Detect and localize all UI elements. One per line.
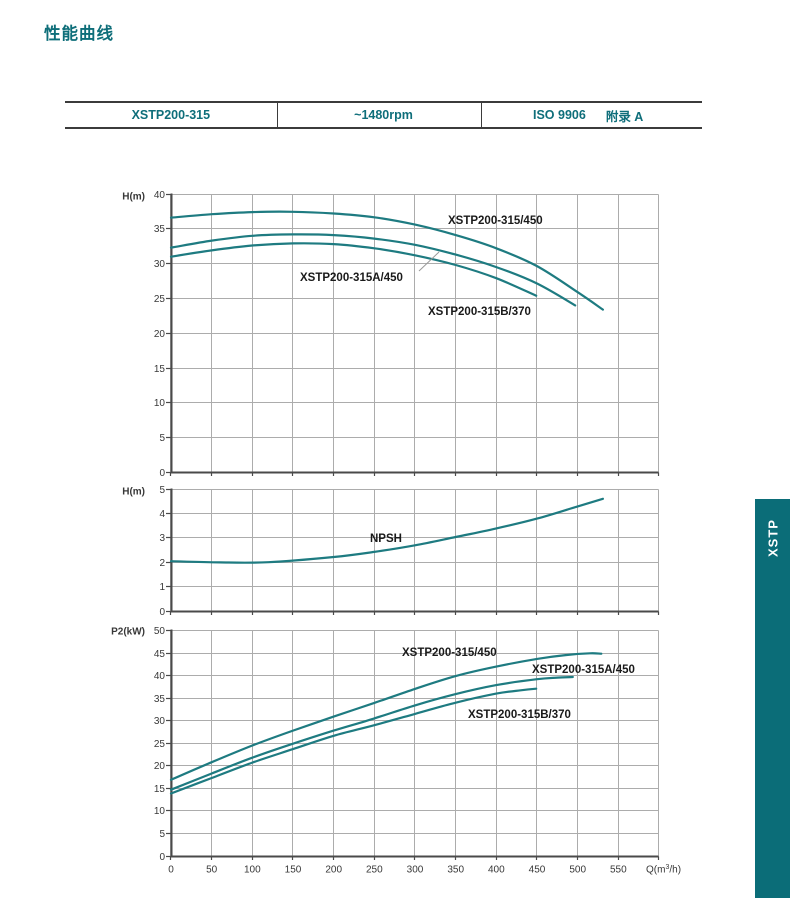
svg-text:20: 20: [154, 761, 166, 772]
svg-text:150: 150: [285, 865, 302, 876]
svg-text:25: 25: [154, 739, 166, 750]
svg-text:2: 2: [159, 558, 165, 569]
svg-text:5: 5: [159, 433, 165, 444]
svg-text:20: 20: [154, 329, 166, 340]
svg-text:H(m): H(m): [122, 192, 145, 203]
svg-text:250: 250: [366, 865, 383, 876]
svg-text:XSTP200-315B/370: XSTP200-315B/370: [428, 306, 531, 318]
svg-text:0: 0: [159, 852, 165, 863]
svg-text:300: 300: [407, 865, 424, 876]
svg-text:XSTP200-315A/450: XSTP200-315A/450: [300, 272, 403, 284]
svg-text:50: 50: [206, 865, 218, 876]
svg-text:0: 0: [159, 607, 165, 618]
svg-text:200: 200: [325, 865, 342, 876]
svg-text:15: 15: [154, 784, 166, 795]
svg-text:25: 25: [154, 294, 166, 305]
svg-text:350: 350: [447, 865, 464, 876]
svg-text:5: 5: [159, 829, 165, 840]
svg-text:35: 35: [154, 224, 166, 235]
svg-text:H(m): H(m): [122, 487, 145, 498]
svg-text:Q(m3/h): Q(m3/h): [646, 864, 681, 876]
svg-text:550: 550: [610, 865, 627, 876]
svg-text:400: 400: [488, 865, 505, 876]
svg-text:P2(kW): P2(kW): [111, 627, 145, 638]
svg-text:5: 5: [159, 485, 165, 496]
svg-text:35: 35: [154, 694, 166, 705]
svg-text:XSTP200-315/450: XSTP200-315/450: [402, 647, 497, 659]
svg-text:XSTP200-315/450: XSTP200-315/450: [448, 215, 543, 227]
svg-text:30: 30: [154, 259, 166, 270]
svg-text:4: 4: [159, 509, 165, 520]
svg-text:0: 0: [159, 468, 165, 479]
svg-text:450: 450: [529, 865, 546, 876]
svg-text:10: 10: [154, 806, 166, 817]
svg-text:40: 40: [154, 671, 166, 682]
svg-text:0: 0: [168, 865, 174, 876]
svg-text:NPSH: NPSH: [370, 533, 402, 545]
svg-text:1: 1: [159, 582, 165, 593]
svg-text:100: 100: [244, 865, 261, 876]
svg-text:500: 500: [569, 865, 586, 876]
svg-text:XSTP200-315B/370: XSTP200-315B/370: [468, 709, 571, 721]
svg-text:3: 3: [159, 533, 165, 544]
svg-text:45: 45: [154, 649, 166, 660]
svg-text:50: 50: [154, 626, 166, 637]
svg-text:30: 30: [154, 716, 166, 727]
svg-text:XSTP200-315A/450: XSTP200-315A/450: [532, 664, 635, 676]
svg-text:40: 40: [154, 190, 166, 201]
svg-text:15: 15: [154, 364, 166, 375]
svg-text:10: 10: [154, 398, 166, 409]
